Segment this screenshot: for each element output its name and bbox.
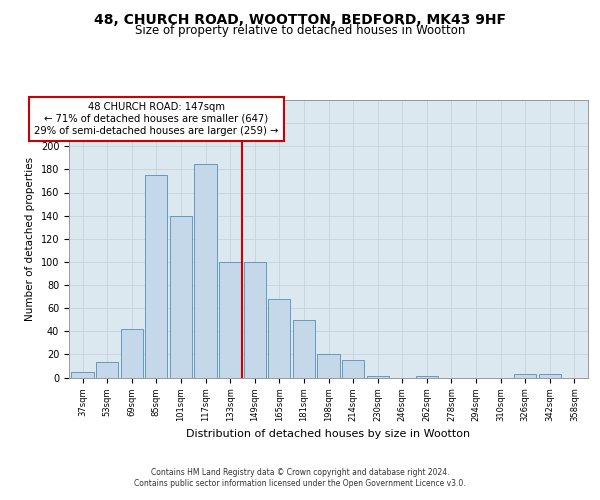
Text: Size of property relative to detached houses in Wootton: Size of property relative to detached ho… [135, 24, 465, 37]
Bar [194, 164, 217, 378]
Bar [539, 374, 561, 378]
Bar [170, 216, 192, 378]
Bar [514, 374, 536, 378]
Bar [416, 376, 438, 378]
Bar [145, 175, 167, 378]
Bar [244, 262, 266, 378]
X-axis label: Distribution of detached houses by size in Wootton: Distribution of detached houses by size … [187, 430, 470, 440]
Text: Contains HM Land Registry data © Crown copyright and database right 2024.
Contai: Contains HM Land Registry data © Crown c… [134, 468, 466, 487]
Bar [268, 299, 290, 378]
Bar [317, 354, 340, 378]
Bar [342, 360, 364, 378]
Text: 48, CHURCH ROAD, WOOTTON, BEDFORD, MK43 9HF: 48, CHURCH ROAD, WOOTTON, BEDFORD, MK43 … [94, 12, 506, 26]
Bar [367, 376, 389, 378]
Bar [121, 329, 143, 378]
Bar [96, 362, 118, 378]
Text: 48 CHURCH ROAD: 147sqm
← 71% of detached houses are smaller (647)
29% of semi-de: 48 CHURCH ROAD: 147sqm ← 71% of detached… [34, 102, 278, 136]
Bar [293, 320, 315, 378]
Bar [71, 372, 94, 378]
Bar [219, 262, 241, 378]
Y-axis label: Number of detached properties: Number of detached properties [25, 156, 35, 321]
